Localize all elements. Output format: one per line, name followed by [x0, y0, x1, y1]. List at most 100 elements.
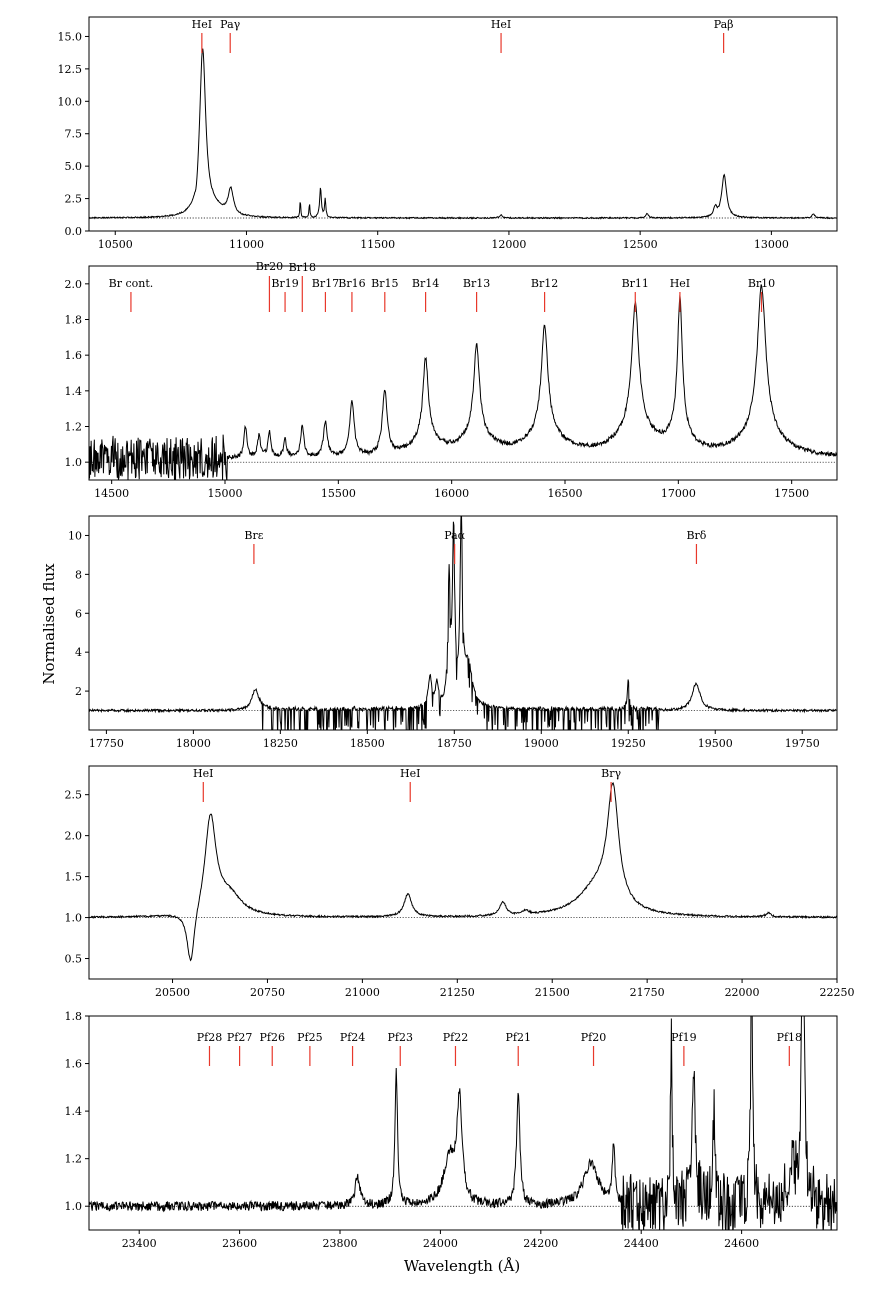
- x-tick-label: 23400: [122, 1237, 157, 1250]
- x-tick-label: 18500: [350, 737, 385, 750]
- y-tick-label: 7.5: [65, 128, 83, 141]
- x-tick-label: 11000: [229, 238, 264, 251]
- line-label: Pf26: [259, 1031, 284, 1044]
- x-tick-label: 22000: [725, 986, 760, 999]
- x-tick-label: 21750: [630, 986, 665, 999]
- line-label: Pf23: [388, 1031, 413, 1044]
- y-tick-label: 2.5: [65, 193, 83, 206]
- y-tick-label: 1.4: [65, 1105, 83, 1118]
- line-label: Pf20: [581, 1031, 606, 1044]
- spectrum-line: [89, 516, 837, 730]
- panel-4: 20500 20750 21000 21250 21500 21750 22000 22250…: [65, 765, 855, 999]
- line-label: HeI: [192, 18, 212, 31]
- plot-frame: [88, 765, 838, 980]
- x-tick-label: 18750: [437, 737, 472, 750]
- x-tick-label: 24200: [523, 1237, 558, 1250]
- y-tick-label: 0.5: [65, 953, 83, 966]
- x-tick-label: 11500: [360, 238, 395, 251]
- x-tick-label: 24400: [624, 1237, 659, 1250]
- y-tick-label: 1.6: [65, 349, 83, 362]
- x-tick-label: 22250: [820, 986, 855, 999]
- plot-frame: [88, 16, 838, 232]
- y-tick-label: 6: [75, 607, 82, 620]
- spectrum-line: [89, 1016, 837, 1230]
- y-tick-label: 1.0: [65, 912, 83, 925]
- spectrum-line: [89, 48, 837, 220]
- line-label: Brγ: [601, 767, 621, 780]
- y-tick-label: 1.8: [65, 1010, 83, 1023]
- x-tick-label: 19750: [785, 737, 820, 750]
- x-tick-label: 24600: [724, 1237, 759, 1250]
- y-tick-label: 1.6: [65, 1058, 83, 1071]
- line-label: Paα: [444, 529, 465, 542]
- x-tick-label: 17000: [661, 487, 696, 500]
- line-label: Br cont.: [109, 277, 154, 290]
- line-label: Pf22: [443, 1031, 468, 1044]
- x-tick-label: 24000: [423, 1237, 458, 1250]
- line-label: Br12: [531, 277, 558, 290]
- y-tick-label: 10: [68, 529, 82, 542]
- x-tick-label: 17500: [774, 487, 809, 500]
- x-tick-label: 18000: [176, 737, 211, 750]
- x-tick-label: 10500: [98, 238, 133, 251]
- line-label: Br14: [412, 277, 439, 290]
- y-tick-label: 4: [75, 646, 82, 659]
- x-tick-label: 18250: [263, 737, 298, 750]
- line-label: Br15: [371, 277, 398, 290]
- x-tick-label: 16000: [434, 487, 469, 500]
- y-tick-label: 1.0: [65, 1200, 83, 1213]
- x-tick-label: 13000: [754, 238, 789, 251]
- x-tick-label: 12500: [623, 238, 658, 251]
- line-label: Br19: [271, 277, 298, 290]
- y-tick-label: 1.8: [65, 314, 83, 327]
- x-tick-label: 15000: [208, 487, 243, 500]
- spectrum-line: [89, 284, 837, 480]
- spectrum-line: [89, 782, 837, 962]
- x-tick-label: 21000: [345, 986, 380, 999]
- y-tick-label: 2: [75, 685, 82, 698]
- line-label: Br16: [338, 277, 365, 290]
- x-tick-label: 17750: [89, 737, 124, 750]
- y-tick-label: 12.5: [58, 63, 83, 76]
- line-label: Pf27: [227, 1031, 252, 1044]
- x-tick-label: 23800: [323, 1237, 358, 1250]
- x-tick-label: 20500: [155, 986, 190, 999]
- line-label: Br17: [312, 277, 339, 290]
- y-tick-label: 0.0: [65, 225, 83, 238]
- line-label: HeI: [193, 767, 213, 780]
- line-label: HeI: [400, 767, 420, 780]
- y-tick-label: 2.0: [65, 830, 83, 843]
- x-tick-label: 21250: [440, 986, 475, 999]
- line-label: HeI: [491, 18, 511, 31]
- y-tick-label: 2.0: [65, 278, 83, 291]
- line-label: Pf28: [197, 1031, 222, 1044]
- line-label: Br20: [256, 260, 283, 273]
- y-tick-label: 8: [75, 568, 82, 581]
- line-label: Pf24: [340, 1031, 365, 1044]
- x-tick-label: 21500: [535, 986, 570, 999]
- y-tick-label: 15.0: [58, 30, 83, 43]
- x-tick-label: 19500: [698, 737, 733, 750]
- line-label: Brε: [244, 529, 263, 542]
- x-tick-label: 20750: [250, 986, 285, 999]
- panel-5: 23400 23600 23800 24000 24200 24400 24600 1.0 1.…: [65, 1010, 838, 1250]
- line-label: HeI: [670, 277, 690, 290]
- panel-2: 14500 15000 15500 16000 16500 17000 17500 1.0 1.…: [65, 260, 838, 500]
- y-tick-label: 1.5: [65, 871, 83, 884]
- line-label: Br10: [748, 277, 775, 290]
- y-tick-label: 2.5: [65, 789, 83, 802]
- x-tick-label: 19000: [524, 737, 559, 750]
- y-tick-label: 5.0: [65, 160, 83, 173]
- line-label: Br13: [463, 277, 490, 290]
- line-label: Pf19: [671, 1031, 696, 1044]
- x-tick-label: 16500: [548, 487, 583, 500]
- x-tick-label: 19250: [611, 737, 646, 750]
- plot-frame: [88, 515, 838, 731]
- line-label: Br11: [622, 277, 649, 290]
- plot-frame: [88, 1015, 838, 1231]
- x-tick-label: 23600: [222, 1237, 257, 1250]
- y-tick-label: 1.4: [65, 385, 83, 398]
- panel-3: 17750 18000 18250 18500 18750 19000 19250 19500…: [68, 515, 838, 750]
- y-tick-label: 10.0: [58, 95, 83, 108]
- x-axis-label: Wavelength (Å): [404, 1257, 520, 1275]
